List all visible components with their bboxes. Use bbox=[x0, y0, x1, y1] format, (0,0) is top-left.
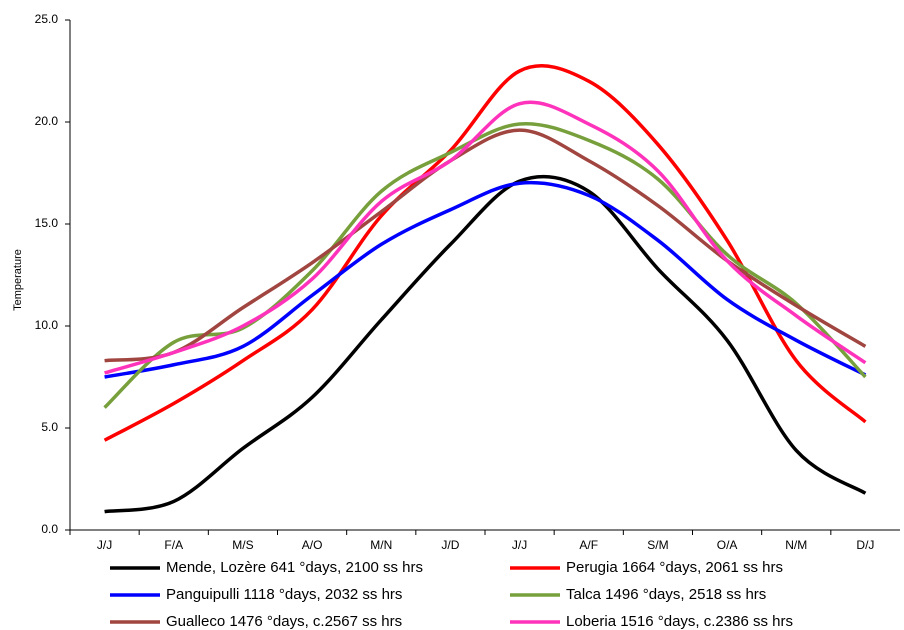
legend-text: Gualleco 1476 °days, c.2567 ss hrs bbox=[166, 613, 402, 630]
y-tick-label: 5.0 bbox=[41, 420, 58, 434]
y-tick-label: 20.0 bbox=[35, 114, 59, 128]
x-tick-label: F/A bbox=[164, 538, 183, 552]
series-line bbox=[103, 122, 867, 409]
y-tick-label: 0.0 bbox=[41, 522, 58, 536]
series-line bbox=[103, 64, 867, 442]
x-tick-label: S/M bbox=[647, 538, 668, 552]
y-tick-label: 15.0 bbox=[35, 216, 59, 230]
y-tick-label: 10.0 bbox=[35, 318, 59, 332]
x-tick-label: J/J bbox=[512, 538, 527, 552]
y-tick-label: 25.0 bbox=[35, 12, 59, 26]
legend-text: Talca 1496 °days, 2518 ss hrs bbox=[566, 586, 766, 603]
x-tick-label: A/F bbox=[579, 538, 598, 552]
x-tick-label: A/O bbox=[302, 538, 323, 552]
legend-text: Loberia 1516 °days, c.2386 ss hrs bbox=[566, 613, 793, 630]
series-line bbox=[104, 180, 867, 379]
legend-text: Panguipulli 1118 °days, 2032 ss hrs bbox=[166, 586, 402, 603]
x-tick-label: M/N bbox=[370, 538, 392, 552]
legend-text: Mende, Lozère 641 °days, 2100 ss hrs bbox=[166, 559, 423, 576]
x-tick-label: M/S bbox=[232, 538, 253, 552]
x-tick-label: J/J bbox=[97, 538, 112, 552]
x-tick-label: N/M bbox=[785, 538, 807, 552]
legend-text: Perugia 1664 °days, 2061 ss hrs bbox=[566, 559, 783, 576]
series-line bbox=[104, 100, 867, 375]
x-tick-label: J/D bbox=[441, 538, 459, 552]
x-tick-label: D/J bbox=[856, 538, 874, 552]
x-tick-label: O/A bbox=[717, 538, 738, 552]
series-line bbox=[104, 128, 867, 363]
series-line bbox=[104, 174, 867, 514]
y-axis-label: Temperature bbox=[12, 249, 24, 311]
